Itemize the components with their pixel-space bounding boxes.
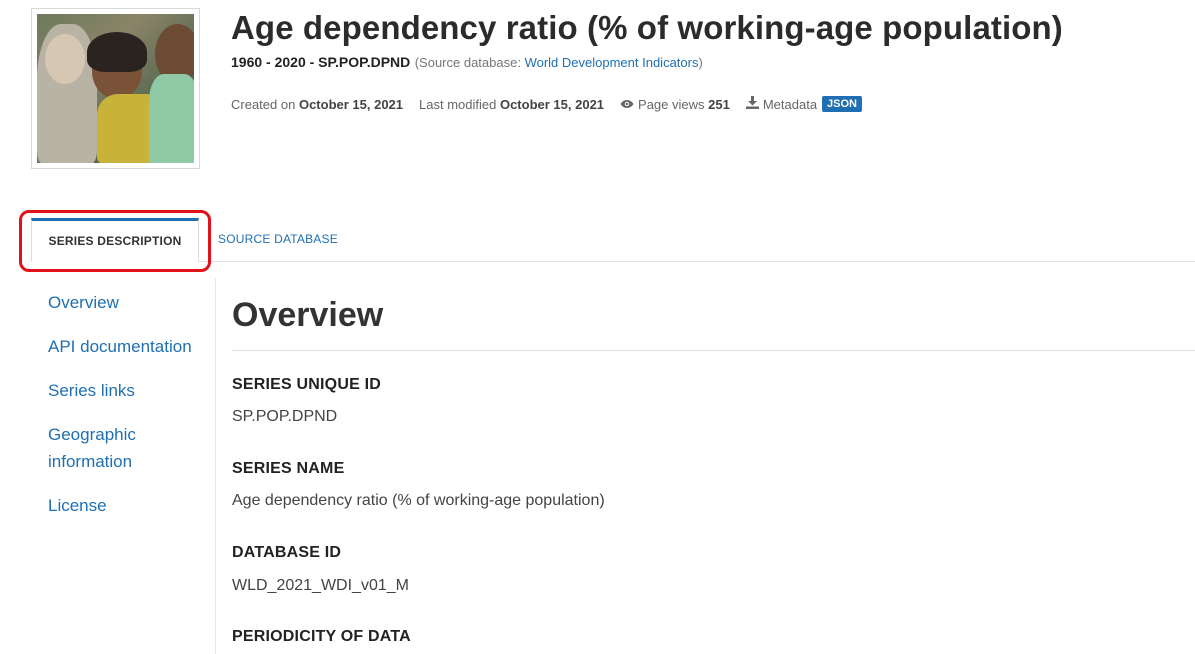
main-content: Overview xyxy=(232,296,1195,335)
field-label-database-id: DATABASE ID xyxy=(232,544,342,561)
sidebar-nav: Overview API documentation Series links … xyxy=(48,289,208,536)
field-label-periodicity: PERIODICITY OF DATA xyxy=(232,628,411,645)
section-heading: Overview xyxy=(232,296,384,334)
meta-info: Created on October 15, 2021 Last modifie… xyxy=(231,96,863,112)
views-count: 251 xyxy=(708,96,730,112)
sidebar-item-series-links[interactable]: Series links xyxy=(48,381,135,400)
source-database-link[interactable]: World Development Indicators xyxy=(524,55,699,70)
sidebar-item-api-documentation[interactable]: API documentation xyxy=(48,337,192,356)
series-thumbnail xyxy=(31,8,200,169)
tab-source-database[interactable]: SOURCE DATABASE xyxy=(218,232,338,246)
field-label-series-name: SERIES NAME xyxy=(232,460,345,477)
created-date: October 15, 2021 xyxy=(298,96,404,112)
highlight-box xyxy=(19,210,211,272)
field-value-database-id: WLD_2021_WDI_v01_M xyxy=(232,577,409,594)
heading-divider xyxy=(232,350,1195,351)
thumbnail-image xyxy=(37,14,194,163)
source-suffix: ) xyxy=(698,55,703,70)
download-icon[interactable] xyxy=(745,96,759,112)
modified-date: October 15, 2021 xyxy=(499,96,605,112)
modified-label: Last modified xyxy=(419,96,497,112)
field-label-series-unique-id: SERIES UNIQUE ID xyxy=(232,376,382,393)
field-value-series-name: Age dependency ratio (% of working-age p… xyxy=(232,492,605,509)
tab-bar: SERIES DESCRIPTION SOURCE DATABASE xyxy=(31,218,1195,262)
source-prefix: (Source database: xyxy=(414,55,525,70)
field-value-series-unique-id: SP.POP.DPND xyxy=(232,408,338,425)
metadata-label[interactable]: Metadata xyxy=(762,96,818,112)
metadata-json-badge[interactable]: JSON xyxy=(822,96,863,112)
views-label: Page views xyxy=(638,96,705,112)
sidebar-item-overview[interactable]: Overview xyxy=(48,293,119,312)
created-label: Created on xyxy=(231,96,296,112)
sidebar-item-geographic-information[interactable]: Geographic information xyxy=(48,425,136,471)
title-subline: 1960 - 2020 - SP.POP.DPND (Source databa… xyxy=(231,54,703,72)
tab-series-description[interactable]: SERIES DESCRIPTION xyxy=(31,218,199,262)
page-title: Age dependency ratio (% of working-age p… xyxy=(231,9,1063,46)
eye-icon xyxy=(620,97,634,112)
sidebar-divider xyxy=(215,278,216,654)
series-range-code: 1960 - 2020 - SP.POP.DPND xyxy=(231,54,411,70)
sidebar-item-license[interactable]: License xyxy=(48,496,107,515)
